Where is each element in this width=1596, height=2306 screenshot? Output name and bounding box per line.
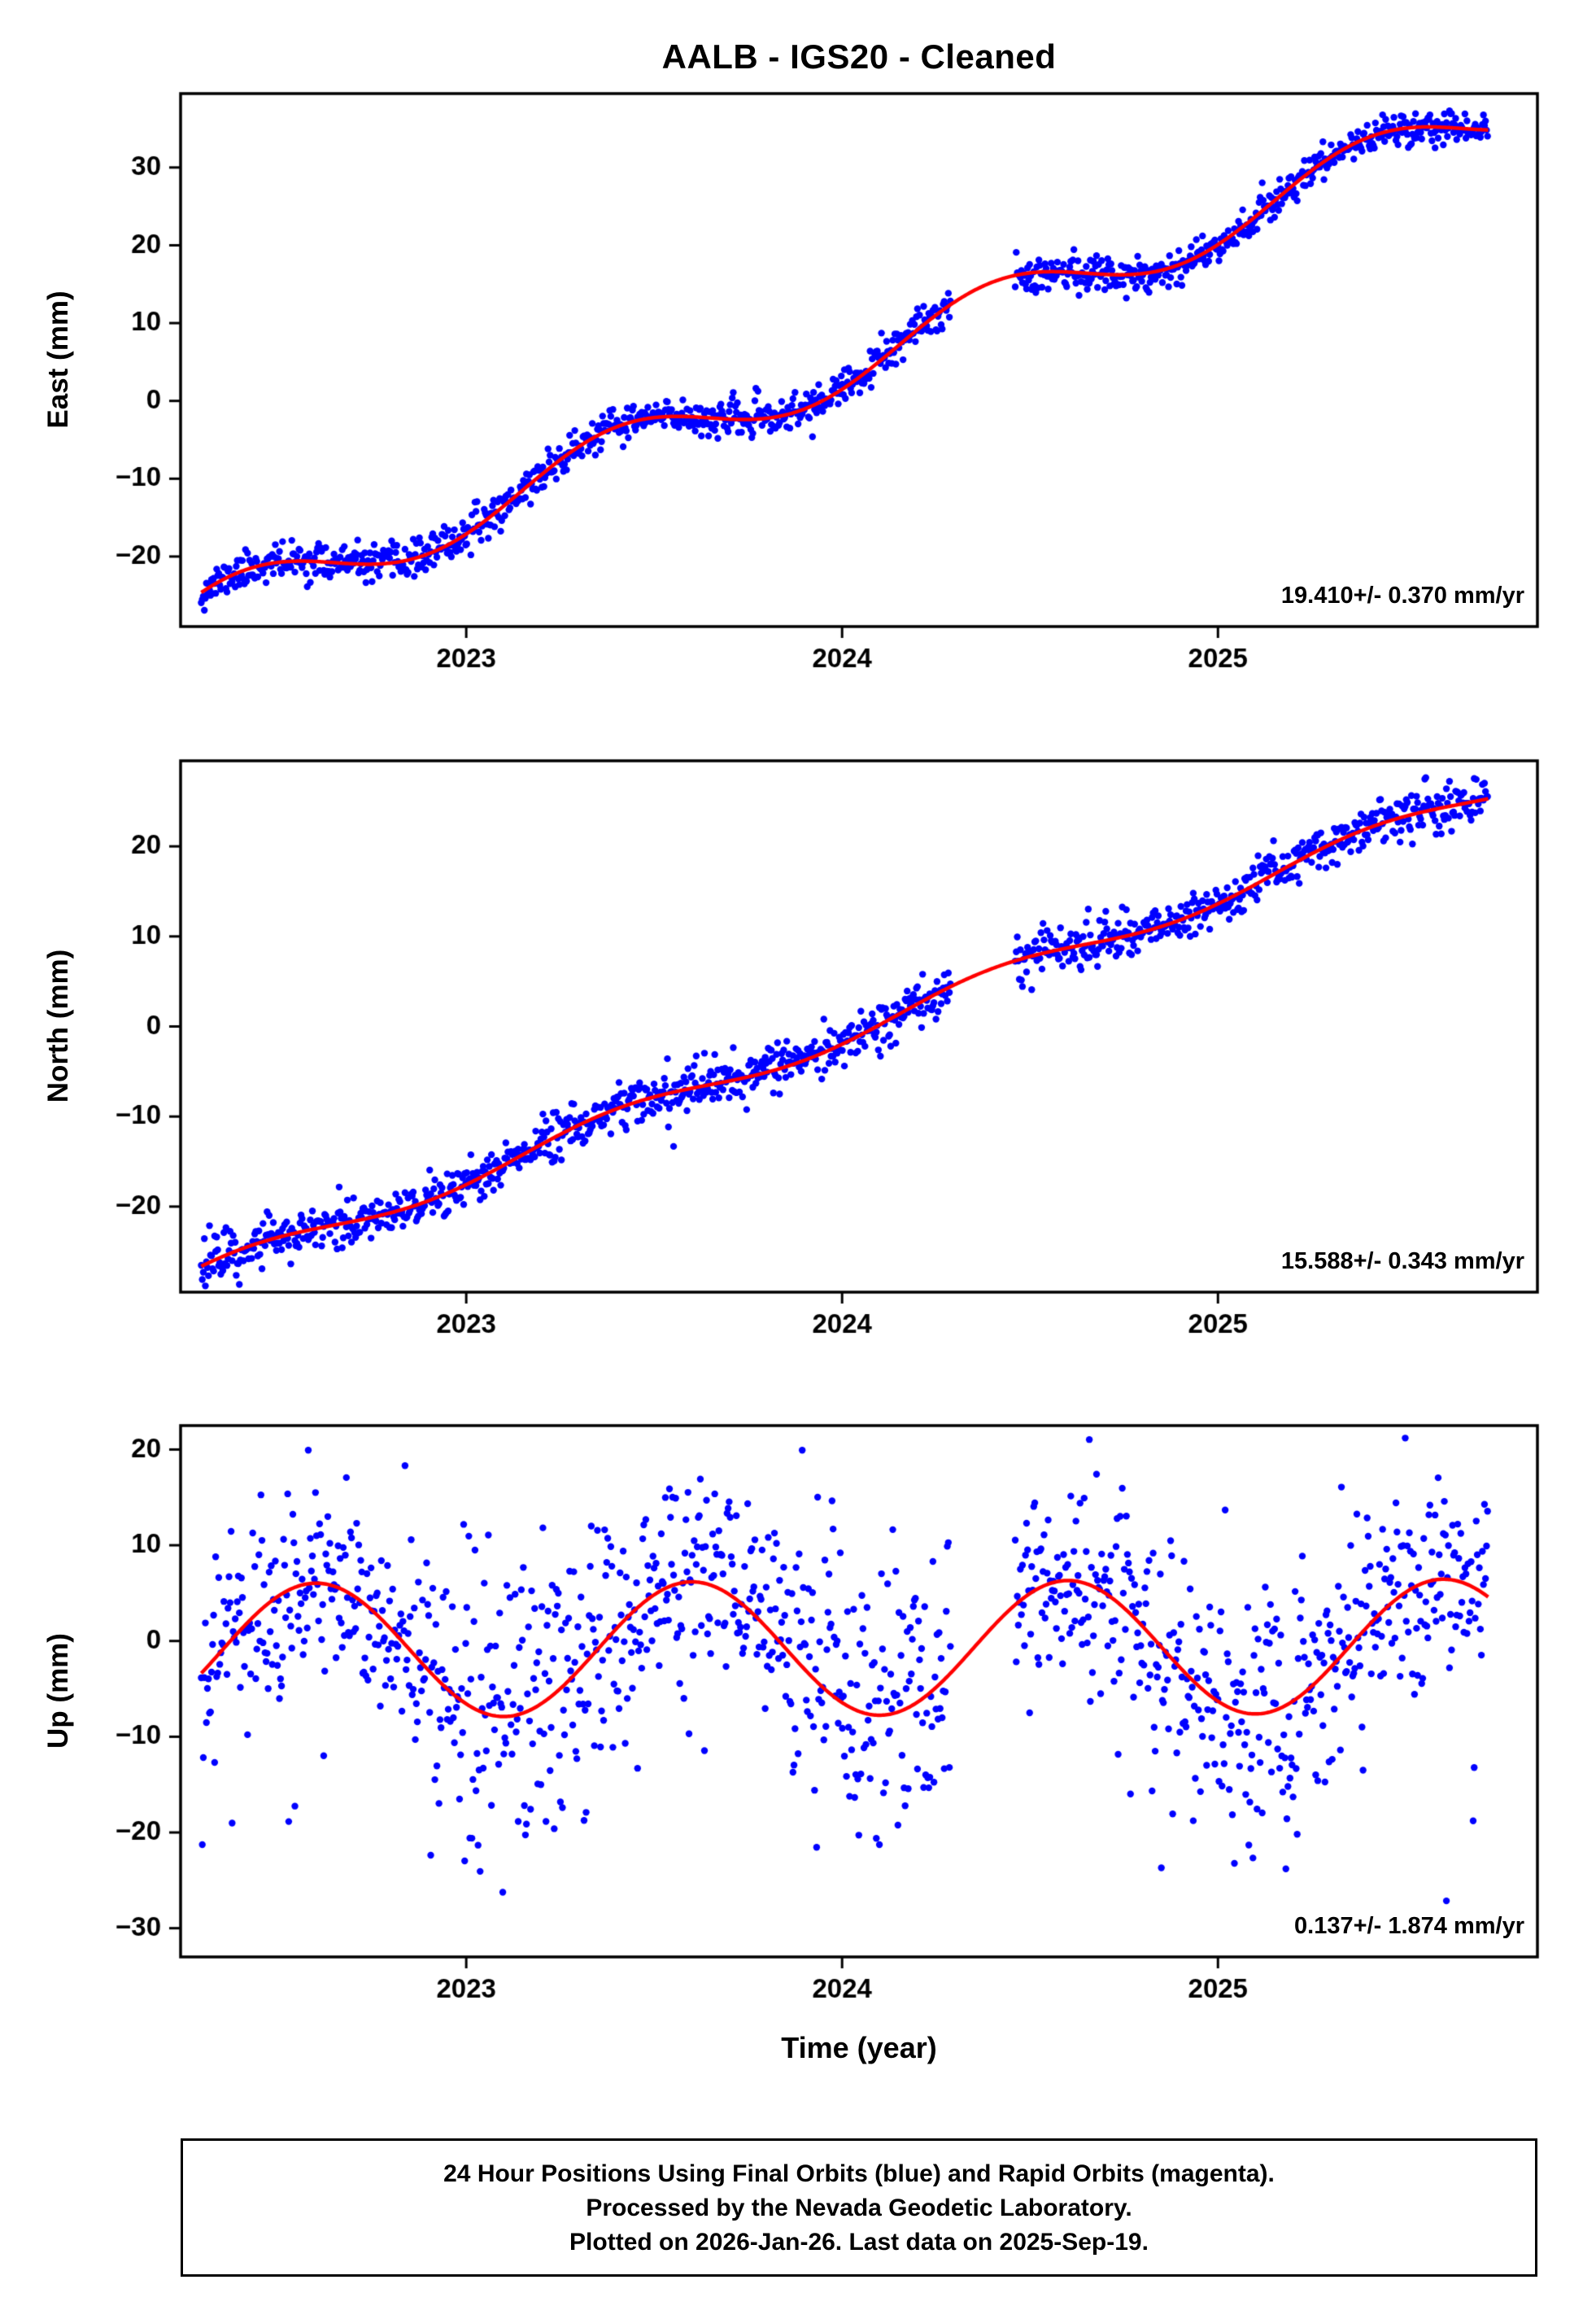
rate-annotation-east: 19.410+/- 0.370 mm/yr — [1280, 583, 1524, 609]
footer-line-plot-dates: Plotted on 2026-Jan-26. Last data on 202… — [569, 2229, 1149, 2256]
y-axis-title-up: Up (mm) — [42, 1633, 74, 1749]
y-axis-title-east: East (mm) — [42, 290, 74, 429]
footer-box: 24 Hour Positions Using Final Orbits (bl… — [181, 2138, 1537, 2277]
rate-annotation-up: 0.137+/- 1.874 mm/yr — [1294, 1913, 1524, 1939]
footer-line-processed-by: Processed by the Nevada Geodetic Laborat… — [586, 2195, 1132, 2221]
footer-line-orbits: 24 Hour Positions Using Final Orbits (bl… — [443, 2160, 1275, 2187]
y-axis-title-north: North (mm) — [42, 949, 74, 1103]
rate-annotation-north: 15.588+/- 0.343 mm/yr — [1280, 1248, 1524, 1274]
x-axis-title: Time (year) — [781, 2031, 937, 2064]
page-title: AALB - IGS20 - Cleaned — [661, 37, 1057, 76]
